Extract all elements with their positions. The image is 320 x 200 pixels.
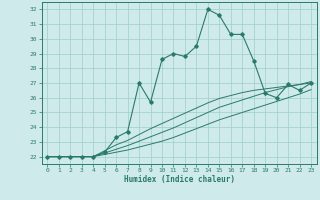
X-axis label: Humidex (Indice chaleur): Humidex (Indice chaleur) xyxy=(124,175,235,184)
